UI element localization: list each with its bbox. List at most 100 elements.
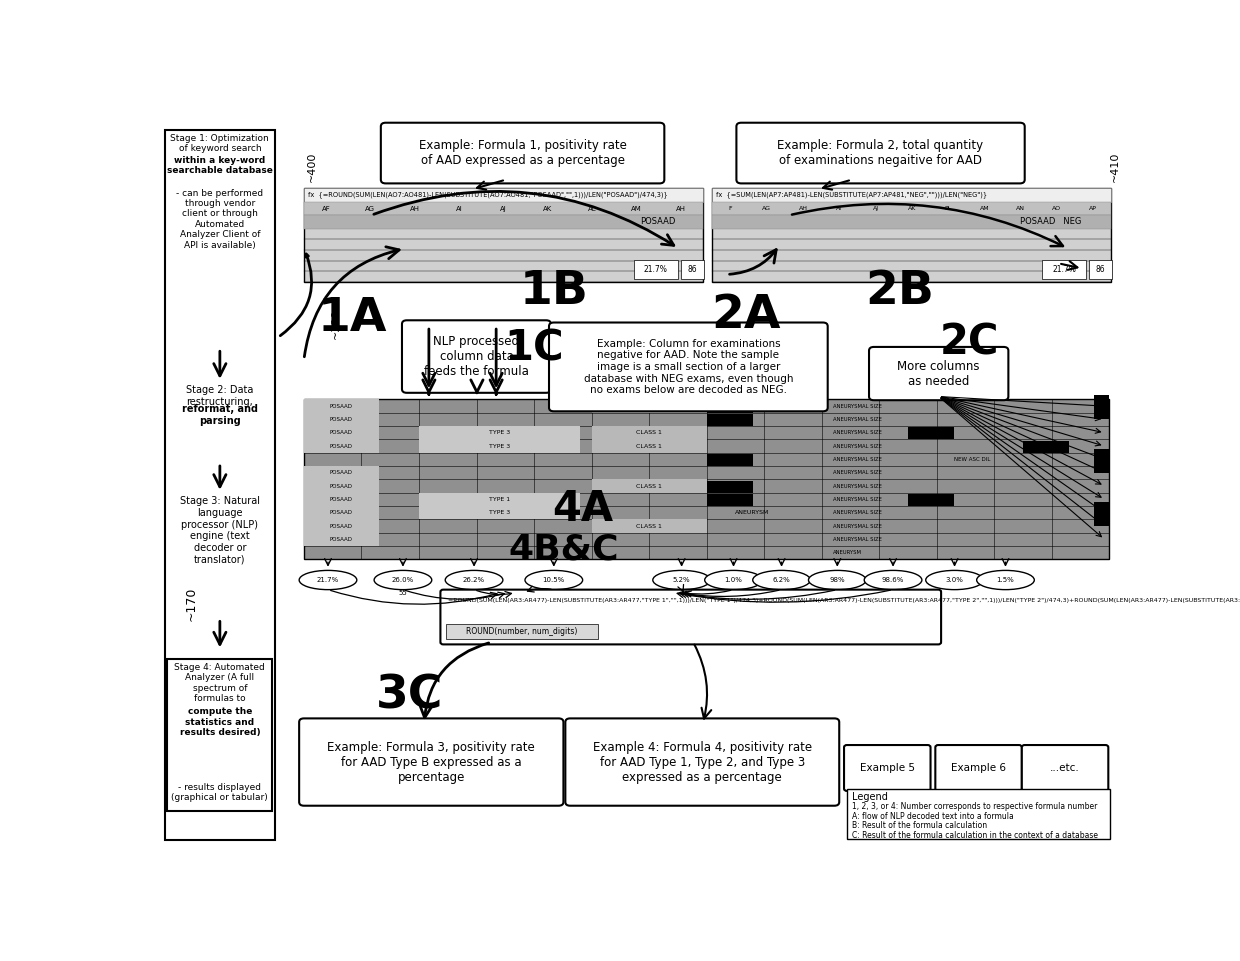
Bar <box>446 625 598 639</box>
Text: POSAAD: POSAAD <box>330 483 353 488</box>
Bar <box>304 480 378 493</box>
Bar <box>1094 502 1110 526</box>
Ellipse shape <box>525 571 583 590</box>
Text: 3.0%: 3.0% <box>946 577 963 583</box>
Text: POSAAD: POSAAD <box>330 510 353 515</box>
Text: ~400: ~400 <box>306 152 316 182</box>
Bar <box>165 130 275 841</box>
Bar <box>591 519 707 532</box>
Bar <box>591 480 707 493</box>
Text: AL: AL <box>588 206 596 211</box>
Text: ANEURYSMAL SIZE: ANEURYSMAL SIZE <box>833 417 882 422</box>
Text: ANEURYSMAL SIZE: ANEURYSMAL SIZE <box>833 404 882 408</box>
Bar <box>908 494 954 506</box>
Bar <box>304 439 378 453</box>
Text: AN: AN <box>1016 206 1025 211</box>
Text: POSAAD: POSAAD <box>330 497 353 502</box>
Text: AM: AM <box>631 206 641 211</box>
Text: 46: 46 <box>549 590 558 597</box>
Bar <box>712 202 1111 215</box>
Text: fx  {=SUM(LEN(AP7:AP481)-LEN(SUBSTITUTE(AP7:AP481,"NEG","")))/LEN("NEG")}: fx {=SUM(LEN(AP7:AP481)-LEN(SUBSTITUTE(A… <box>717 191 987 198</box>
Ellipse shape <box>445 571 503 590</box>
Text: Stage 4: Automated
Analyzer (A full
spectrum of
formulas to: Stage 4: Automated Analyzer (A full spec… <box>175 663 265 703</box>
Text: ~390: ~390 <box>331 308 341 339</box>
Text: 4A: 4A <box>552 488 614 530</box>
Text: 6.2%: 6.2% <box>773 577 790 583</box>
Bar <box>419 426 580 439</box>
Text: NLP processed
column data
feeds the formula: NLP processed column data feeds the form… <box>424 335 529 378</box>
Text: Example: Formula 2, total quantity
of examinations negaitive for AAD: Example: Formula 2, total quantity of ex… <box>777 139 983 167</box>
Text: ANEURYSMAL SIZE: ANEURYSMAL SIZE <box>833 510 882 515</box>
Bar <box>908 428 954 439</box>
Bar <box>591 426 707 439</box>
Bar <box>707 455 753 466</box>
Text: 21.7%: 21.7% <box>317 577 339 583</box>
Text: 4B&C: 4B&C <box>508 532 619 567</box>
Text: reformat, and
parsing: reformat, and parsing <box>182 404 258 426</box>
Text: C: Result of the formula calculation in the context of a database: C: Result of the formula calculation in … <box>852 831 1097 840</box>
Bar <box>304 506 378 519</box>
Text: ANEURYSMAL SIZE: ANEURYSMAL SIZE <box>833 470 882 476</box>
Text: 98.6%: 98.6% <box>882 577 904 583</box>
Text: PL: PL <box>945 206 951 211</box>
Text: 2C: 2C <box>940 322 999 363</box>
Text: AF: AF <box>321 206 331 211</box>
Bar <box>847 789 1110 839</box>
Bar <box>681 259 704 279</box>
Bar <box>1023 441 1069 453</box>
Ellipse shape <box>864 571 921 590</box>
Text: 1C: 1C <box>505 328 564 369</box>
Text: 1.5%: 1.5% <box>997 577 1014 583</box>
Bar <box>712 187 1111 202</box>
Bar <box>419 493 580 506</box>
Text: 21.7%: 21.7% <box>1053 264 1076 274</box>
Ellipse shape <box>808 571 866 590</box>
FancyBboxPatch shape <box>935 745 1022 791</box>
Text: fx  {=ROUND(SUM(LEN(AO7:AO481)-LEN(SUBSTITUTE(AO7:AO481,"POSAAD","",1)))/LEN("PO: fx {=ROUND(SUM(LEN(AO7:AO481)-LEN(SUBSTI… <box>308 191 667 198</box>
FancyBboxPatch shape <box>299 719 563 805</box>
Bar <box>419 506 580 519</box>
Bar <box>304 187 703 282</box>
Text: AH: AH <box>409 206 419 211</box>
Bar <box>304 519 378 532</box>
Text: TYPE 1: TYPE 1 <box>489 497 510 502</box>
Bar <box>304 413 378 426</box>
Text: CLASS 1: CLASS 1 <box>636 431 662 435</box>
Text: 10.5%: 10.5% <box>543 577 565 583</box>
Text: ROUND(number, num_digits): ROUND(number, num_digits) <box>466 628 578 636</box>
Bar <box>634 259 678 279</box>
Ellipse shape <box>753 571 811 590</box>
Text: CLASS 1: CLASS 1 <box>636 404 662 408</box>
Bar <box>707 414 753 426</box>
Bar <box>712 215 1111 229</box>
Text: POSAAD: POSAAD <box>330 444 353 449</box>
Bar <box>1042 259 1086 279</box>
Text: AH: AH <box>799 206 807 211</box>
Text: POSAAD: POSAAD <box>330 417 353 422</box>
Bar <box>1089 259 1112 279</box>
Text: POSAAD: POSAAD <box>640 217 676 227</box>
Text: AG: AG <box>763 206 771 211</box>
Text: within a key-word
searchable database: within a key-word searchable database <box>167 156 273 176</box>
Bar <box>419 439 580 453</box>
Text: - can be performed
through vendor
client or through
Automated
Analyzer Client of: - can be performed through vendor client… <box>176 178 263 250</box>
Text: 86: 86 <box>1096 264 1105 274</box>
Text: POSAAD: POSAAD <box>330 470 353 476</box>
Bar <box>304 466 378 480</box>
Bar <box>707 494 753 506</box>
Text: 5.2%: 5.2% <box>673 577 691 583</box>
Text: 26.2%: 26.2% <box>463 577 485 583</box>
Text: 55: 55 <box>398 590 407 597</box>
Text: 1A: 1A <box>317 296 387 341</box>
Text: AH: AH <box>676 206 686 211</box>
Text: POSAAD: POSAAD <box>330 431 353 435</box>
Text: Example 4: Formula 4, positivity rate
for AAD Type 1, Type 2, and Type 3
express: Example 4: Formula 4, positivity rate fo… <box>593 741 812 783</box>
FancyBboxPatch shape <box>737 123 1024 184</box>
Text: AM: AM <box>980 206 990 211</box>
Text: ~410: ~410 <box>1110 152 1120 182</box>
Text: 1, 2, 3, or 4: Number corresponds to respective formula number: 1, 2, 3, or 4: Number corresponds to res… <box>852 802 1097 811</box>
Text: More columns
as needed: More columns as needed <box>898 359 980 387</box>
FancyBboxPatch shape <box>844 745 930 791</box>
Text: AJ: AJ <box>500 206 507 211</box>
Text: Example 5: Example 5 <box>859 763 915 773</box>
